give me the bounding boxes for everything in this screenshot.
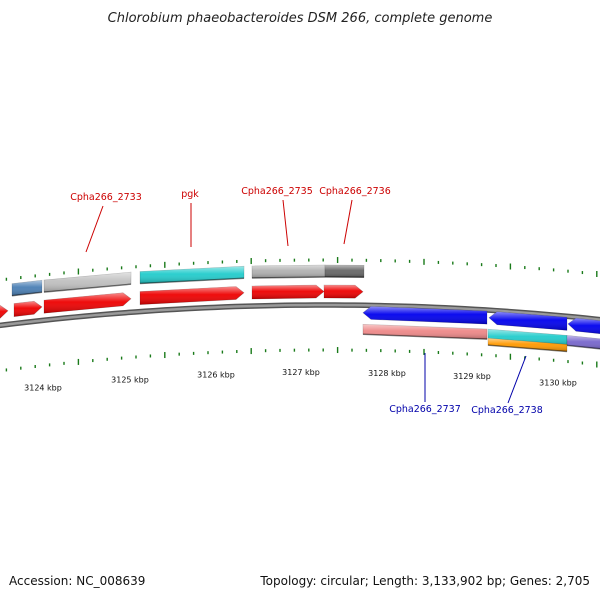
minor-ticks-top xyxy=(5,257,598,281)
forward-cog-band xyxy=(251,264,326,279)
axis-tick-label: 3124 kbp xyxy=(24,384,62,393)
forward-cds-arrow xyxy=(0,304,9,319)
forward-cds-arrow xyxy=(251,284,325,300)
gene-label: Cpha266_2738 xyxy=(471,405,543,416)
accession-text: Accession: NC_008639 xyxy=(9,574,146,588)
axis-tick-label: 3125 kbp xyxy=(111,375,149,384)
forward-cog-band xyxy=(139,265,245,285)
reverse-cds-arrow xyxy=(488,311,568,331)
forward-cog-band xyxy=(43,271,132,293)
gene-label: Cpha266_2736 xyxy=(319,186,391,197)
axis-tick-labels: 3124 kbp 3125 kbp 3126 kbp 3127 kbp 3128 kbp… xyxy=(24,368,577,392)
gene-label: pgk xyxy=(181,189,199,200)
genome-backbone xyxy=(0,302,600,329)
axis-tick-label: 3128 kbp xyxy=(368,369,406,378)
reverse-cds-arrow xyxy=(362,306,488,325)
feature-track xyxy=(0,264,600,353)
topology-summary: Topology: circular; Length: 3,133,902 bp… xyxy=(260,574,590,588)
forward-cog-band xyxy=(324,264,365,279)
reverse-cog-band xyxy=(566,335,600,350)
minor-ticks-bottom xyxy=(5,347,598,372)
forward-cds-arrow xyxy=(139,286,245,305)
forward-cds-arrow xyxy=(13,300,43,317)
gene-callouts: Cpha266_2733 pgk Cpha266_2735 Cpha266_2736 C… xyxy=(70,186,543,416)
axis-tick-label: 3130 kbp xyxy=(539,379,577,388)
gene-label: Cpha266_2733 xyxy=(70,192,142,203)
backbone-line xyxy=(0,303,600,327)
callout-line xyxy=(85,205,104,253)
map-title: Chlorobium phaeobacteroides DSM 266, com… xyxy=(107,11,493,26)
gene-label: Cpha266_2735 xyxy=(241,186,313,197)
gene-label: Cpha266_2737 xyxy=(389,404,461,415)
callout-line xyxy=(282,199,289,247)
axis-tick-label: 3129 kbp xyxy=(453,372,491,381)
axis-tick-label: 3126 kbp xyxy=(197,370,235,379)
forward-cds-arrow xyxy=(43,292,132,314)
reverse-cog-band xyxy=(487,337,568,353)
reverse-cds-arrow xyxy=(567,317,600,335)
forward-cog-band xyxy=(11,279,43,297)
callout-line xyxy=(507,355,527,404)
callout-line xyxy=(343,199,353,245)
axis-tick-label: 3127 kbp xyxy=(282,368,320,377)
reverse-cog-band xyxy=(362,323,488,340)
forward-cds-arrow xyxy=(323,284,364,299)
